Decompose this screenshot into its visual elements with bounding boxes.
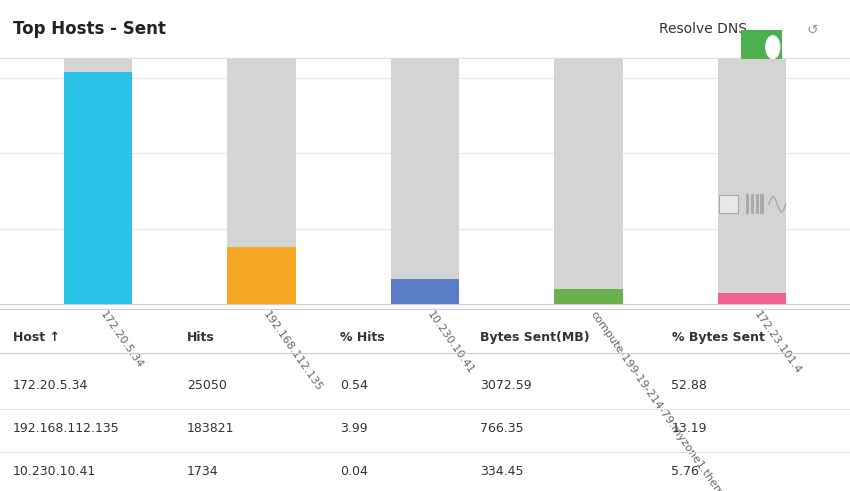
Text: % Hits: % Hits bbox=[340, 330, 384, 344]
Bar bbox=[64, 59, 133, 304]
Text: 766.35: 766.35 bbox=[480, 422, 524, 435]
Text: 10.230.10.41: 10.230.10.41 bbox=[13, 465, 96, 478]
Bar bbox=[554, 289, 623, 304]
Bar bbox=[761, 194, 764, 214]
Text: 192.168.112.135: 192.168.112.135 bbox=[13, 422, 120, 435]
Bar bbox=[391, 279, 459, 304]
Text: ↺: ↺ bbox=[807, 23, 819, 36]
Text: 52.88: 52.88 bbox=[672, 379, 707, 392]
Text: 0.54: 0.54 bbox=[340, 379, 368, 392]
Text: Bytes Sent(MB): Bytes Sent(MB) bbox=[480, 330, 590, 344]
Bar bbox=[227, 59, 296, 304]
Text: 5.76: 5.76 bbox=[672, 465, 700, 478]
Circle shape bbox=[766, 36, 779, 58]
Text: Top Hosts - Sent: Top Hosts - Sent bbox=[13, 21, 166, 38]
Text: 13.19: 13.19 bbox=[672, 422, 707, 435]
Bar bbox=[756, 194, 759, 214]
Text: 1734: 1734 bbox=[187, 465, 218, 478]
Text: 3072.59: 3072.59 bbox=[480, 379, 532, 392]
Bar bbox=[554, 59, 623, 304]
Bar bbox=[719, 195, 738, 213]
Bar bbox=[391, 59, 459, 304]
Bar bbox=[746, 194, 750, 214]
Bar bbox=[227, 246, 296, 304]
Text: 25050: 25050 bbox=[187, 379, 227, 392]
FancyBboxPatch shape bbox=[738, 29, 785, 65]
Bar bbox=[717, 59, 786, 304]
Text: 0.04: 0.04 bbox=[340, 465, 368, 478]
Bar bbox=[717, 293, 786, 304]
Text: 334.45: 334.45 bbox=[480, 465, 524, 478]
Text: 3.99: 3.99 bbox=[340, 422, 367, 435]
Text: Hits: Hits bbox=[187, 330, 215, 344]
Text: % Bytes Sent: % Bytes Sent bbox=[672, 330, 764, 344]
Bar bbox=[64, 72, 133, 304]
Text: Host ↑: Host ↑ bbox=[13, 330, 60, 344]
Text: 172.20.5.34: 172.20.5.34 bbox=[13, 379, 88, 392]
Text: 183821: 183821 bbox=[187, 422, 235, 435]
Bar bbox=[751, 194, 754, 214]
Text: Resolve DNS: Resolve DNS bbox=[659, 23, 747, 36]
